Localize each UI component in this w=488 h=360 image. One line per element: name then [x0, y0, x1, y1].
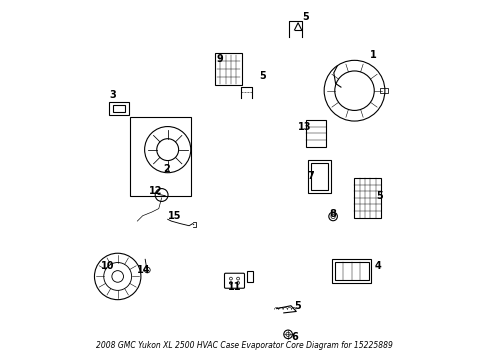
Text: 2: 2: [163, 164, 170, 174]
Bar: [380, 89, 387, 93]
Bar: [307, 160, 330, 193]
Text: 8: 8: [329, 209, 336, 219]
Bar: [305, 120, 325, 147]
Bar: [215, 53, 242, 85]
Bar: [109, 102, 128, 115]
Text: 4: 4: [374, 261, 381, 271]
Text: 10: 10: [101, 261, 115, 271]
Bar: [130, 117, 190, 196]
Text: 1: 1: [369, 50, 376, 60]
Text: 5: 5: [301, 13, 308, 22]
Bar: [310, 163, 328, 190]
Text: 2008 GMC Yukon XL 2500 HVAC Case Evaporator Core Diagram for 15225889: 2008 GMC Yukon XL 2500 HVAC Case Evapora…: [96, 341, 392, 350]
Text: 9: 9: [216, 54, 223, 64]
Bar: [112, 105, 125, 112]
Text: 11: 11: [227, 282, 241, 292]
Text: 12: 12: [149, 186, 163, 197]
Text: 5: 5: [293, 301, 300, 311]
Bar: [334, 262, 368, 280]
Text: 5: 5: [259, 71, 266, 81]
Text: 14: 14: [137, 265, 150, 275]
Text: 13: 13: [297, 122, 311, 132]
Bar: [331, 260, 370, 283]
Text: 15: 15: [168, 211, 181, 221]
Text: 6: 6: [291, 332, 298, 342]
Text: 5: 5: [375, 191, 382, 201]
Text: 7: 7: [306, 171, 313, 181]
Bar: [354, 178, 380, 217]
Text: 3: 3: [109, 90, 116, 100]
Bar: [246, 271, 253, 282]
